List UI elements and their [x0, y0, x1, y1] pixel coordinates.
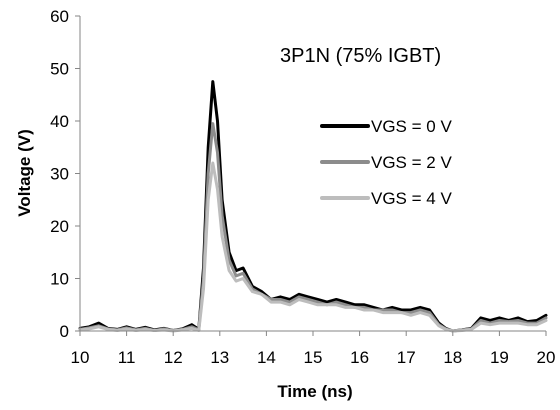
x-tick-group: 10 11 12 13 14 15 16 17 18 19 20 [71, 331, 556, 367]
series-group [78, 80, 548, 333]
x-tick-label: 14 [257, 348, 276, 367]
y-tick-label: 10 [50, 270, 69, 289]
series-line-1 [78, 122, 548, 333]
legend: VGS = 0 V VGS = 2 V VGS = 4 V [320, 117, 452, 208]
x-tick-label: 13 [210, 348, 229, 367]
y-tick-label: 40 [50, 112, 69, 131]
x-tick-label: 18 [443, 348, 462, 367]
x-tick-label: 12 [164, 348, 183, 367]
x-axis-title: Time (ns) [277, 382, 352, 401]
y-tick-label: 30 [50, 165, 69, 184]
chart-title: 3P1N (75% IGBT) [280, 45, 441, 67]
x-tick-label: 19 [490, 348, 509, 367]
legend-label-1: VGS = 2 V [371, 153, 452, 172]
series-line-2 [78, 161, 548, 333]
y-tick-label: 20 [50, 217, 69, 236]
legend-label-0: VGS = 0 V [371, 117, 452, 136]
y-tick-label: 60 [50, 7, 69, 26]
y-tick-group: 0 10 20 30 40 50 60 [50, 7, 80, 341]
y-tick-label: 50 [50, 60, 69, 79]
y-axis-title: Voltage (V) [15, 129, 34, 217]
series-line-0 [78, 80, 548, 333]
y-tick-label: 0 [60, 322, 69, 341]
x-tick-label: 16 [350, 348, 369, 367]
x-tick-label: 17 [397, 348, 416, 367]
x-tick-label: 11 [118, 348, 136, 367]
x-tick-label: 10 [71, 348, 90, 367]
x-tick-label: 15 [304, 348, 323, 367]
x-tick-label: 20 [537, 348, 556, 367]
legend-label-2: VGS = 4 V [371, 189, 452, 208]
